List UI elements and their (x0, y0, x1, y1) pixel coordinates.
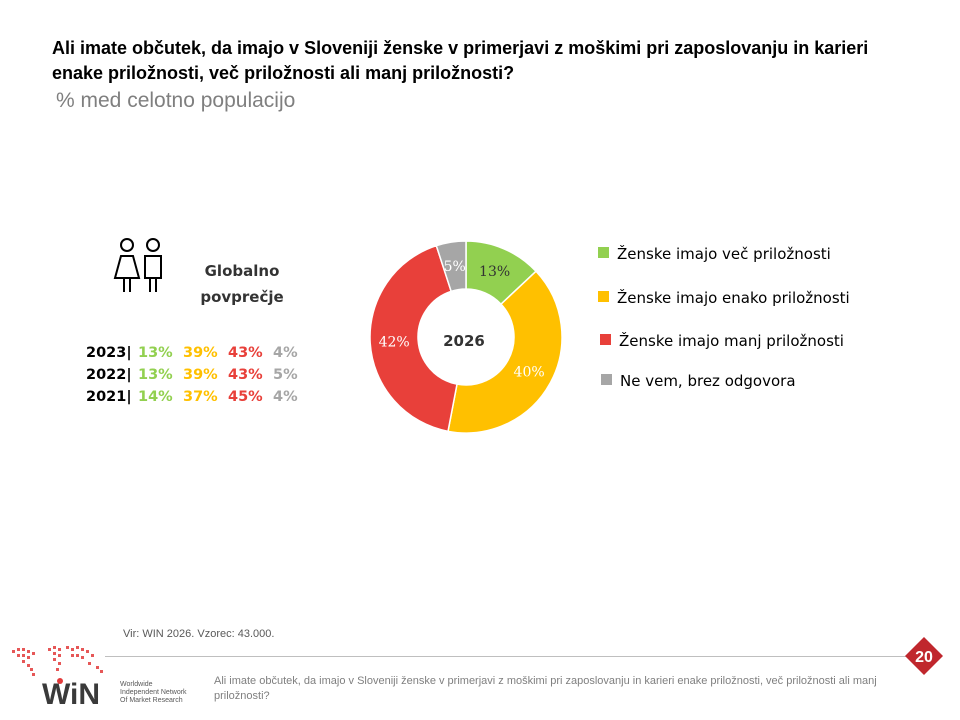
donut-center-label: 2026 (443, 332, 485, 350)
badge-diamond (905, 637, 943, 675)
slice-dontknow-label: 5% (444, 259, 466, 275)
logo-subtitle-line: Worldwide (120, 681, 153, 688)
year-label: 2021| (86, 389, 132, 405)
footer-question: Ali imate občutek, da imajo v Sloveniji … (214, 675, 877, 702)
value-equal: 39% (183, 345, 218, 361)
win-logo: WiN (12, 646, 103, 711)
historical-table: 2023| 13% 39% 43% 4% 2022| 13% 39% 43% 5% 2021| 1… (86, 342, 318, 408)
value-less: 43% (228, 345, 263, 361)
global-average-heading: Globalno povprečje (192, 258, 292, 310)
slice-more-label: 13% (479, 264, 510, 280)
slice-equal-label: 40% (514, 365, 545, 381)
value-equal: 37% (183, 389, 218, 405)
page-title: Ali imate občutek, da imajo v Sloveniji … (52, 38, 869, 83)
source-note: Vir: WIN 2026. Vzorec: 43.000. (123, 628, 275, 640)
historical-row: 2022| 13% 39% 43% 5% (86, 364, 318, 386)
value-dontknow: 5% (273, 367, 298, 383)
year-label: 2023| (86, 345, 132, 361)
legend-item-equal: Ženske imajo enako priložnosti (598, 288, 850, 308)
value-less: 43% (228, 367, 263, 383)
year-label: 2022| (86, 367, 132, 383)
logo-text: WiN (42, 678, 100, 711)
slice-dontknow (435, 240, 467, 293)
legend-label: Ženske imajo manj priložnosti (619, 332, 844, 350)
legend-item-dontknow: Ne vem, brez odgovora (601, 371, 796, 391)
legend-label: Ženske imajo več priložnosti (617, 245, 831, 263)
legend-swatch (598, 247, 609, 258)
page-number-badge: 20 (905, 637, 943, 675)
legend-swatch (598, 291, 609, 302)
legend-swatch (601, 374, 612, 385)
legend-label: Ženske imajo enako priložnosti (617, 289, 850, 307)
footer-divider (105, 656, 923, 657)
logo-subtitle: Worldwide Independent Network Of Market … (120, 681, 187, 705)
historical-row: 2023| 13% 39% 43% 4% (86, 342, 318, 364)
value-more: 13% (138, 345, 173, 361)
global-average-line2: povprečje (200, 288, 284, 306)
value-more: 13% (138, 367, 173, 383)
slice-less-label: 42% (379, 335, 410, 351)
value-dontknow: 4% (273, 389, 298, 405)
slice-equal (447, 270, 563, 434)
legend-item-more: Ženske imajo več priložnosti (598, 244, 831, 264)
value-dontknow: 4% (273, 345, 298, 361)
logo-subtitle-line: Of Market Research (120, 697, 183, 704)
global-average-line1: Globalno (204, 262, 280, 280)
value-equal: 39% (183, 367, 218, 383)
logo-dot (57, 678, 63, 684)
page-subtitle: % med celotno populacijo (56, 89, 296, 112)
people-icon (113, 238, 162, 292)
legend-label: Ne vem, brez odgovora (620, 372, 796, 390)
logo-subtitle-line: Independent Network (120, 689, 187, 696)
legend-swatch (600, 334, 611, 345)
slice-less (369, 244, 458, 433)
page-number: 20 (915, 649, 933, 666)
donut-chart: 13% 40% 42% 5% 2026 (369, 240, 563, 434)
value-more: 14% (138, 389, 173, 405)
world-map-dots (12, 646, 103, 676)
historical-row: 2021| 14% 37% 45% 4% (86, 386, 318, 408)
value-less: 45% (228, 389, 263, 405)
legend-item-less: Ženske imajo manj priložnosti (600, 331, 844, 351)
